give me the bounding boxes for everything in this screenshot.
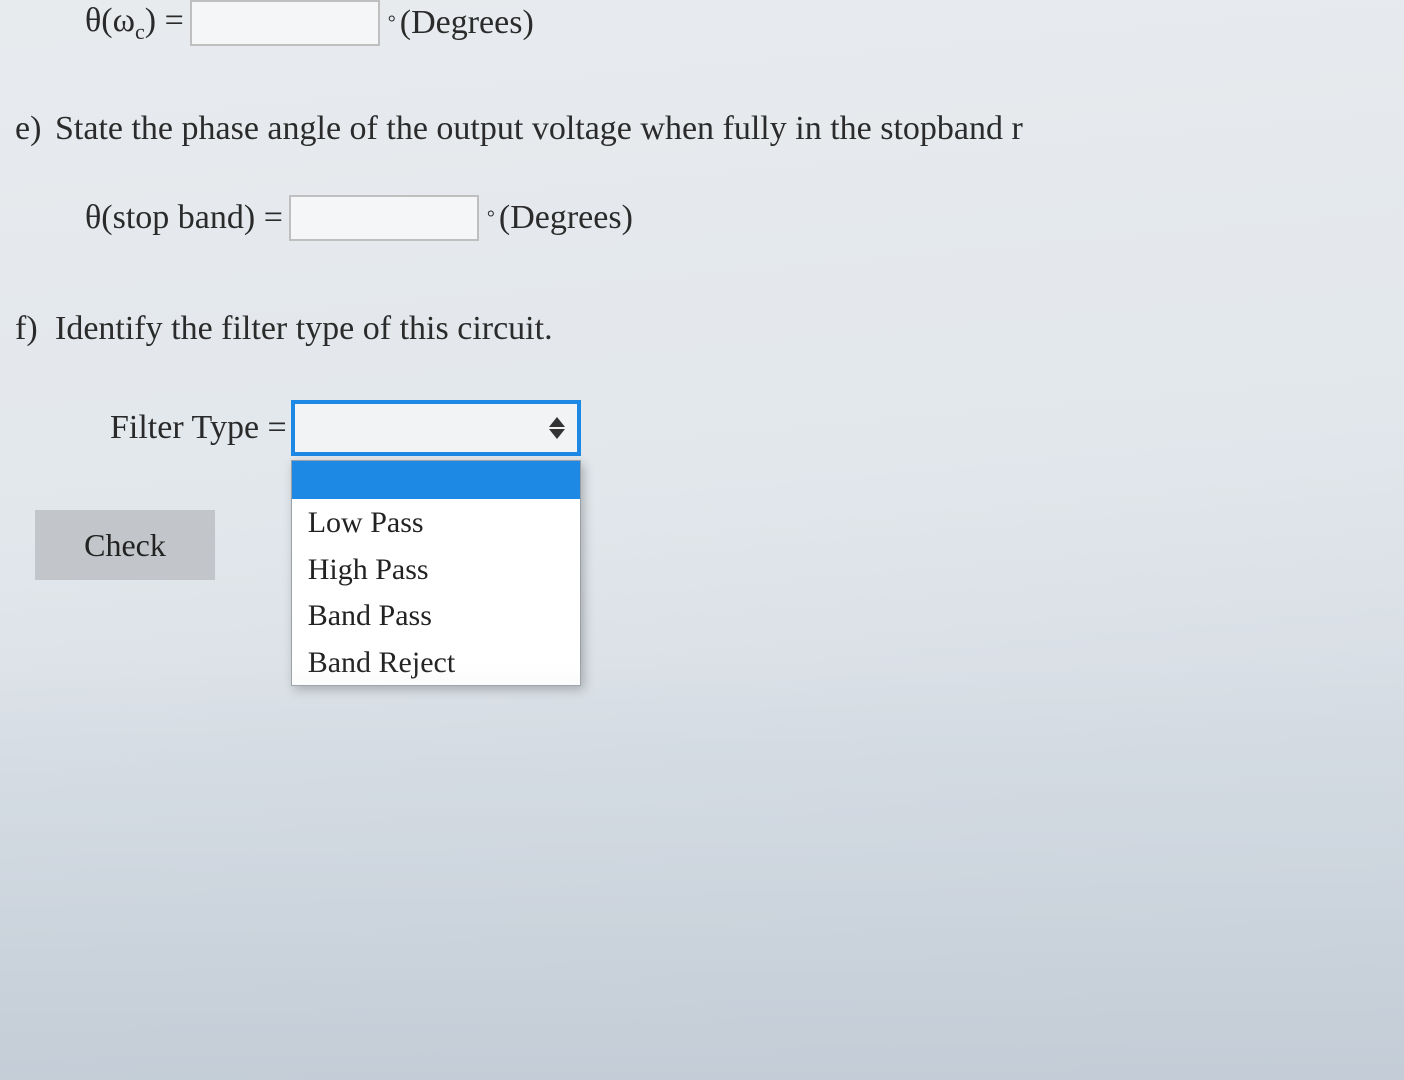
check-button[interactable]: Check xyxy=(35,510,215,580)
filter-option-blank[interactable] xyxy=(292,461,580,499)
degree-symbol: ° xyxy=(388,12,396,35)
filter-type-select[interactable] xyxy=(291,400,581,456)
degrees-label: (Degrees) xyxy=(400,4,534,42)
filter-option-lowpass[interactable]: Low Pass xyxy=(292,499,580,546)
theta-omegac-input[interactable] xyxy=(190,0,380,46)
bullet-e: e) xyxy=(15,110,55,148)
filter-option-bandreject[interactable]: Band Reject xyxy=(292,639,580,686)
degree-symbol-2: ° xyxy=(487,207,495,230)
filter-type-dropdown: Low Pass High Pass Band Pass Band Reject xyxy=(291,460,581,686)
theta-stopband-input[interactable] xyxy=(289,195,479,241)
theta-stopband-label: θ(stop band) = xyxy=(85,199,283,237)
select-stepper-icon xyxy=(549,417,565,439)
decorative-gradient xyxy=(0,660,1404,1080)
degrees-label-2: (Degrees) xyxy=(499,199,633,237)
prompt-e: State the phase angle of the output volt… xyxy=(55,110,1023,148)
filter-type-label: Filter Type = xyxy=(110,409,287,447)
filter-option-bandpass[interactable]: Band Pass xyxy=(292,592,580,639)
filter-option-highpass[interactable]: High Pass xyxy=(292,546,580,593)
bullet-f: f) xyxy=(15,310,55,348)
prompt-f: Identify the filter type of this circuit… xyxy=(55,310,553,348)
theta-omegac-label: θ(ωc) = xyxy=(85,2,184,45)
